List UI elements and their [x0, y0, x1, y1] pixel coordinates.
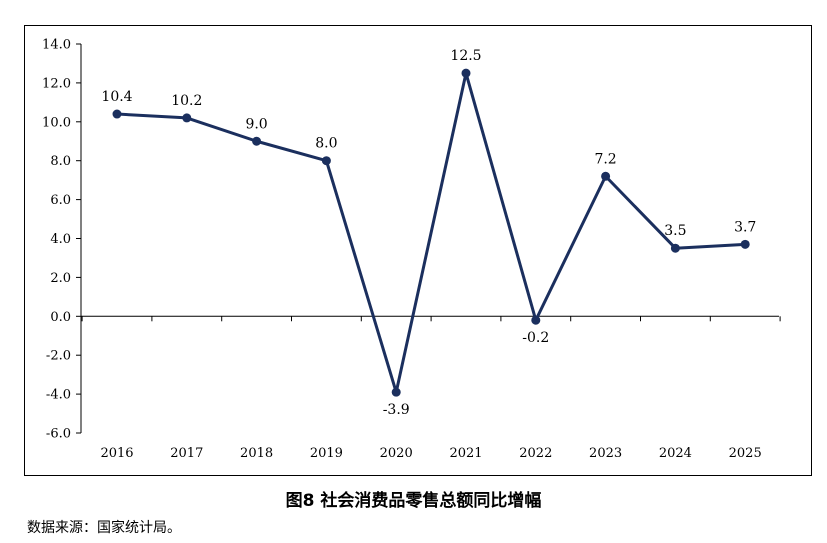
data-point	[670, 243, 680, 253]
x-tick-label: 2019	[310, 446, 343, 461]
source-note: 数据来源：国家统计局。	[27, 520, 181, 536]
x-tick-label: 2023	[589, 446, 622, 461]
y-tick-label: 8.0	[50, 154, 71, 169]
data-point	[531, 315, 541, 325]
x-tick-label: 2021	[449, 446, 482, 461]
y-ticks: 14.0 12.0 10.0 8.0 6.0 4.0 2.0 0.0 -2.0 -4.0 -6.0	[42, 38, 81, 442]
data-point	[321, 156, 331, 166]
data-point	[182, 113, 192, 123]
data-labels: 10.4 10.2 9.0 8.0 -3.9 12.5 -0.2 7.2 3.5 3.7	[101, 48, 756, 418]
y-tick-label: 14.0	[42, 38, 71, 53]
y-tick-label: -2.0	[46, 349, 71, 364]
y-tick-label: 0.0	[50, 310, 71, 325]
y-tick-label: 2.0	[50, 271, 71, 286]
x-tick-label: 2020	[380, 446, 413, 461]
data-point	[461, 68, 471, 78]
y-tick-label: 4.0	[50, 232, 71, 247]
y-tick-label: -6.0	[46, 427, 71, 442]
data-label: -0.2	[522, 330, 549, 346]
data-label: 12.5	[450, 48, 481, 64]
x-tick-label: 2025	[729, 446, 762, 461]
y-tick-label: -4.0	[46, 388, 71, 403]
y-tick-label: 12.0	[42, 76, 71, 91]
series-line	[112, 68, 750, 397]
figure-caption: 图8 社会消费品零售总额同比增幅	[285, 491, 542, 511]
series-line-path	[116, 71, 746, 394]
data-point	[601, 171, 611, 181]
x-tick-label: 2022	[519, 446, 552, 461]
line-chart: 14.012.010.08.06.04.02.00.0-2.0-4.0-6.0 …	[42, 38, 781, 461]
data-point	[740, 239, 750, 249]
x-ticks: 2016 2017 2018 2019 2020 2021 2022 2023 2024 2025	[81, 316, 781, 461]
chart-frame: 14.0 12.0 10.0 8.0 6.0 4.0 2.0 0.0 -2.0 -4.0 -6.0 …	[24, 25, 812, 476]
y-tick-label: 10.0	[42, 115, 71, 130]
data-label: 10.4	[101, 89, 132, 105]
data-label: 7.2	[594, 151, 616, 167]
data-label: 10.2	[171, 93, 202, 109]
x-tick-label: 2017	[170, 446, 203, 461]
x-tick-label: 2024	[659, 446, 692, 461]
x-tick-label: 2018	[240, 446, 273, 461]
data-label: 9.0	[245, 116, 267, 132]
data-label: 8.0	[315, 136, 337, 152]
x-tick-label: 2016	[100, 446, 133, 461]
y-tick-label: 6.0	[50, 193, 71, 208]
data-point	[391, 387, 401, 397]
data-label: 3.5	[664, 223, 686, 239]
data-point	[112, 109, 122, 119]
data-point	[252, 136, 262, 146]
data-label: 3.7	[734, 219, 756, 235]
data-label: -3.9	[383, 402, 410, 418]
